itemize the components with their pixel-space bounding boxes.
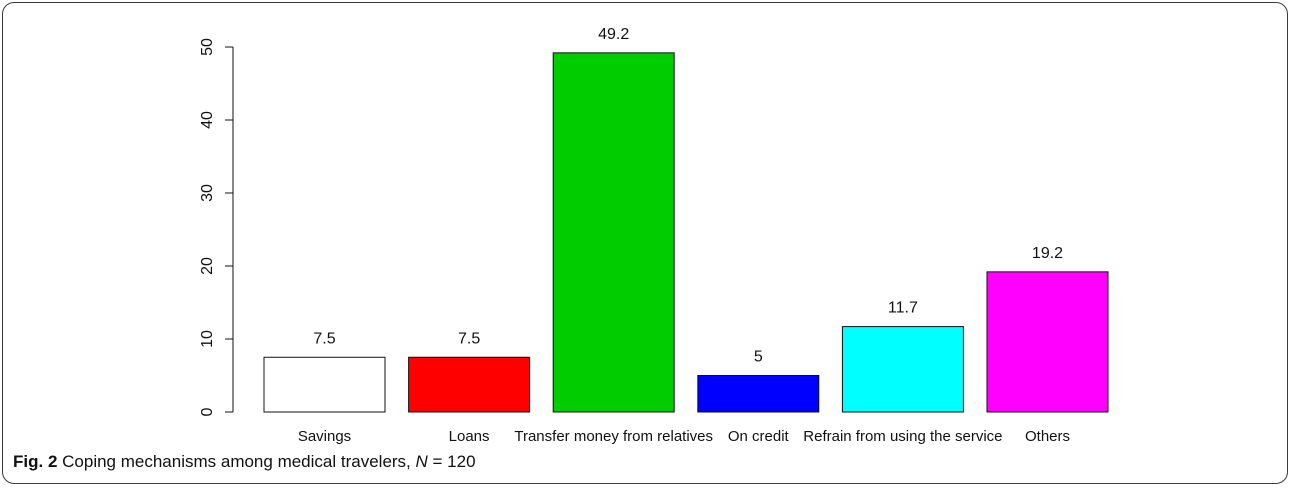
bar-5 [841, 326, 964, 413]
value-label-6: 19.2 [1032, 245, 1063, 262]
category-label-4: On credit [728, 428, 790, 445]
value-label-1: 7.5 [313, 330, 335, 347]
bar-4 [697, 375, 820, 413]
y-tick-label-20: 20 [199, 257, 216, 275]
y-tick-label-30: 30 [199, 184, 216, 202]
caption-n-value: = 120 [427, 452, 476, 471]
category-label-1: Savings [298, 428, 351, 445]
y-tick-label-0: 0 [199, 407, 216, 416]
caption-text: Coping mechanisms among medical traveler… [57, 452, 416, 471]
bar-2 [408, 356, 531, 413]
y-tick-label-50: 50 [199, 38, 216, 56]
y-tick-label-40: 40 [199, 111, 216, 129]
bar-chart: 0 10 20 30 40 50 7.5 Savings 7.5 Loans 49.2 Transfe… [199, 26, 1109, 445]
value-label-5: 11.7 [888, 300, 918, 317]
bar-3 [552, 52, 675, 413]
category-label-6: Others [1025, 428, 1070, 445]
category-label-3: Transfer money from relatives [514, 428, 713, 445]
bar-6 [986, 271, 1109, 413]
value-label-4: 5 [754, 349, 763, 366]
value-label-3: 49.2 [598, 26, 629, 43]
bar-1 [263, 356, 386, 413]
y-tick-label-10: 10 [199, 330, 216, 348]
figure-label: Fig. 2 [13, 452, 58, 471]
caption-n-symbol: N [415, 452, 428, 471]
figure-caption: Fig. 2 Coping mechanisms among medical t… [13, 452, 476, 472]
value-label-2: 7.5 [458, 330, 480, 347]
category-label-2: Loans [449, 428, 490, 445]
category-label-5: Refrain from using the service [803, 428, 1002, 445]
